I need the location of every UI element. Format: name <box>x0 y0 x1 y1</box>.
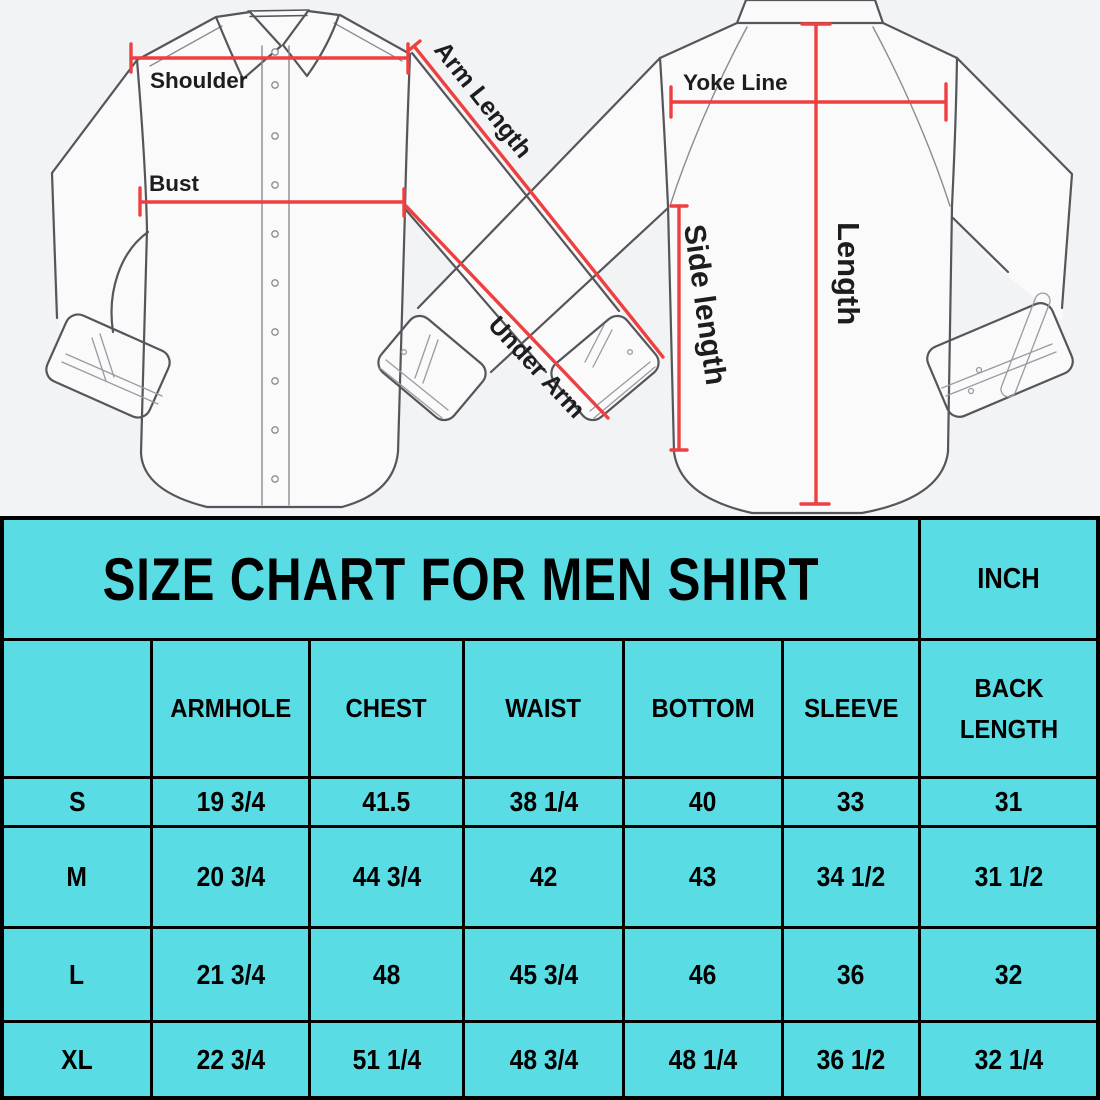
cell-xl-back-length: 32 1/4 <box>921 1023 1096 1096</box>
size-cell-xl: XL <box>4 1023 150 1096</box>
bust-line <box>138 186 406 218</box>
shirt-back <box>377 0 1074 515</box>
front-right-cuff <box>550 314 660 422</box>
back-left-sleeve <box>416 56 670 374</box>
size-cell-s: S <box>4 779 150 825</box>
length-label: Length <box>831 222 866 325</box>
unit-label: INCH <box>977 562 1040 595</box>
yoke-line <box>669 82 948 122</box>
cell-m-back-length: 31 1/2 <box>921 828 1096 926</box>
cell-m-armhole: 20 3/4 <box>153 828 308 926</box>
table-title: SIZE CHART FOR MEN SHIRT <box>102 545 820 613</box>
diagram-area: Shoulder Bust Arm Length Under Arm Yoke … <box>0 0 1100 516</box>
unit-cell: INCH <box>921 520 1096 638</box>
cell-l-chest: 48 <box>311 929 462 1020</box>
header-chest: CHEST <box>311 641 462 776</box>
size-cell-l: L <box>4 929 150 1020</box>
cell-s-armhole: 19 3/4 <box>153 779 308 825</box>
back-right-sleeve <box>951 56 1074 310</box>
cell-s-back-length: 31 <box>921 779 1096 825</box>
cell-s-waist: 38 1/4 <box>465 779 622 825</box>
back-left-cuff <box>377 314 487 422</box>
cell-l-sleeve: 36 <box>784 929 918 1020</box>
cell-l-bottom: 46 <box>625 929 781 1020</box>
front-shoulder-seams <box>135 13 412 62</box>
front-placket <box>261 45 290 506</box>
cell-xl-chest: 51 1/4 <box>311 1023 462 1096</box>
back-body <box>658 56 959 515</box>
cell-xl-sleeve: 36 1/2 <box>784 1023 918 1096</box>
cell-s-bottom: 40 <box>625 779 781 825</box>
front-right-sleeve <box>404 51 621 374</box>
header-back-length: BACK LENGTH <box>921 641 1096 776</box>
cell-l-armhole: 21 3/4 <box>153 929 308 1020</box>
cell-m-sleeve: 34 1/2 <box>784 828 918 926</box>
size-cell-m: M <box>4 828 150 926</box>
header-sleeve: SLEEVE <box>784 641 918 776</box>
front-buttons <box>271 48 279 483</box>
header-waist: WAIST <box>465 641 622 776</box>
shirt-front <box>45 9 660 509</box>
front-body <box>135 52 412 509</box>
header-corner-cell <box>4 641 150 776</box>
arm-length-line <box>406 39 665 359</box>
size-chart-table: SIZE CHART FOR MEN SHIRT INCH ARMHOLE CH… <box>0 516 1100 1100</box>
shirt-outlines <box>45 0 1074 515</box>
front-left-cuff <box>45 313 171 419</box>
cell-xl-waist: 48 3/4 <box>465 1023 622 1096</box>
back-collar <box>735 0 885 25</box>
cell-m-chest: 44 3/4 <box>311 828 462 926</box>
shoulder-label: Shoulder <box>150 68 248 93</box>
measurement-lines <box>129 22 948 506</box>
table-title-cell: SIZE CHART FOR MEN SHIRT <box>4 520 918 638</box>
cell-m-waist: 42 <box>465 828 622 926</box>
cell-s-chest: 41.5 <box>311 779 462 825</box>
front-left-sleeve <box>50 58 139 320</box>
length-line <box>799 22 832 506</box>
under-arm-line <box>404 204 610 420</box>
cell-xl-armhole: 22 3/4 <box>153 1023 308 1096</box>
cell-m-bottom: 43 <box>625 828 781 926</box>
back-shoulder-seams <box>658 21 959 60</box>
side-length-line <box>669 204 689 452</box>
shirt-measurement-diagram: Shoulder Bust Arm Length Under Arm Yoke … <box>45 0 1074 515</box>
yoke-line-label: Yoke Line <box>683 70 788 95</box>
cell-xl-bottom: 48 1/4 <box>625 1023 781 1096</box>
bust-label: Bust <box>149 171 200 196</box>
shirt-silhouettes <box>46 0 1073 513</box>
header-armhole: ARMHOLE <box>153 641 308 776</box>
cell-l-waist: 45 3/4 <box>465 929 622 1020</box>
cell-l-back-length: 32 <box>921 929 1096 1020</box>
header-bottom: BOTTOM <box>625 641 781 776</box>
cell-s-sleeve: 33 <box>784 779 918 825</box>
